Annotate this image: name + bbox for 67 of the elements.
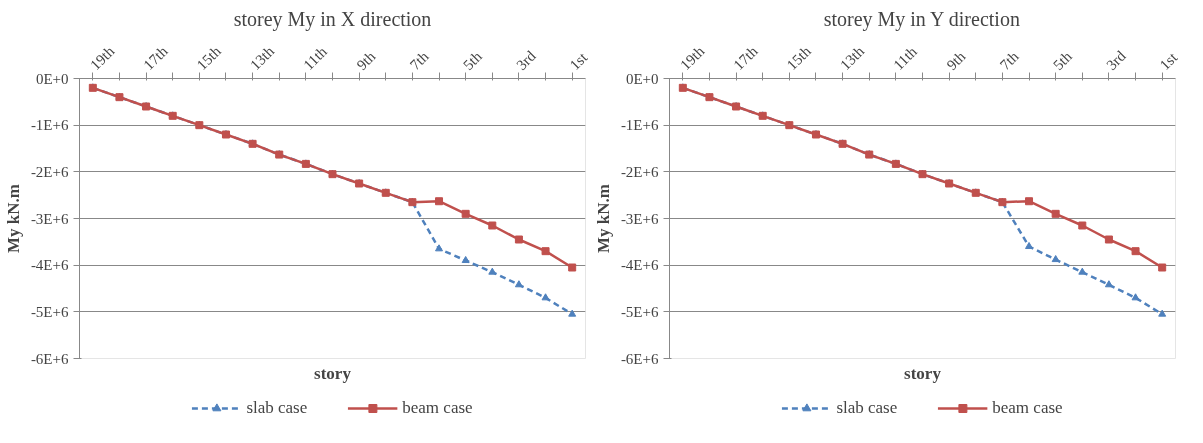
x-tick-label: 9th <box>353 47 379 74</box>
point <box>1158 309 1167 317</box>
y-tick-label: -1E+6 <box>620 117 659 134</box>
point <box>1025 197 1034 206</box>
point <box>541 293 550 301</box>
y-tick-label: -3E+6 <box>30 210 69 227</box>
chart-title: storey My in X direction <box>233 7 432 31</box>
point <box>1104 280 1113 288</box>
y-tick-label: -6E+6 <box>620 350 659 367</box>
x-tick-label: 13th <box>246 42 278 74</box>
y-tick-label: -2E+6 <box>30 163 69 180</box>
y-tick-label: 0E+0 <box>625 70 659 87</box>
y-tick-label: -5E+6 <box>30 303 69 320</box>
x-tick-label: 3rd <box>1103 47 1130 74</box>
x-tick-label: 5th <box>460 47 486 74</box>
x-tick-label: 7th <box>406 47 432 74</box>
legend-label: slab case <box>246 397 308 418</box>
point <box>461 255 470 264</box>
x-tick-label: 15th <box>783 42 815 74</box>
y-tick-label: 0E+0 <box>35 70 69 87</box>
x-tick-label: 1st <box>566 48 591 74</box>
x-tick-label: 7th <box>996 47 1022 74</box>
point <box>461 209 470 218</box>
point <box>1051 209 1060 218</box>
x-axis-title: story <box>904 363 942 383</box>
x-tick-label: 5th <box>1050 47 1076 74</box>
legend-label: beam case <box>992 397 1063 418</box>
point <box>1078 267 1087 275</box>
y-tick-label: -5E+6 <box>620 303 659 320</box>
point <box>1051 255 1060 263</box>
point <box>1104 235 1113 244</box>
y-tick-label: -2E+6 <box>620 163 659 180</box>
y-tick-label: -4E+6 <box>30 257 69 274</box>
x-tick-label: 17th <box>140 42 171 74</box>
point <box>488 221 497 230</box>
point <box>568 263 577 272</box>
legend-label: beam case <box>402 397 473 418</box>
point <box>514 235 523 244</box>
y-tick-label: -4E+6 <box>620 257 659 274</box>
x-tick-label: 19th <box>677 42 708 74</box>
y-tick-label: -3E+6 <box>620 210 659 227</box>
y-tick-label: -6E+6 <box>30 350 69 367</box>
x-tick-label: 11th <box>300 43 331 74</box>
x-axis-title: story <box>314 363 352 383</box>
x-tick-label: 3rd <box>513 47 540 74</box>
x-tick-label: 15th <box>193 42 225 74</box>
point <box>1158 263 1167 272</box>
x-tick-label: 11th <box>890 43 921 74</box>
point <box>514 280 523 288</box>
x-tick-label: 1st <box>1156 48 1181 74</box>
x-tick-label: 19th <box>87 42 118 74</box>
point <box>541 247 550 256</box>
x-tick-label: 17th <box>730 42 761 74</box>
point <box>488 267 497 275</box>
legend-label: slab case <box>836 397 898 418</box>
y-axis-title: My kN.m <box>593 184 613 253</box>
point <box>1131 293 1140 301</box>
point <box>435 244 444 252</box>
point <box>1078 221 1087 230</box>
y-axis-title: My kN.m <box>3 184 23 253</box>
x-tick-label: 9th <box>943 47 969 74</box>
point <box>435 197 444 206</box>
x-tick-label: 13th <box>836 42 868 74</box>
point <box>568 309 577 317</box>
point <box>1131 247 1140 256</box>
chart-title: storey My in Y direction <box>823 7 1020 31</box>
y-tick-label: -1E+6 <box>30 117 69 134</box>
